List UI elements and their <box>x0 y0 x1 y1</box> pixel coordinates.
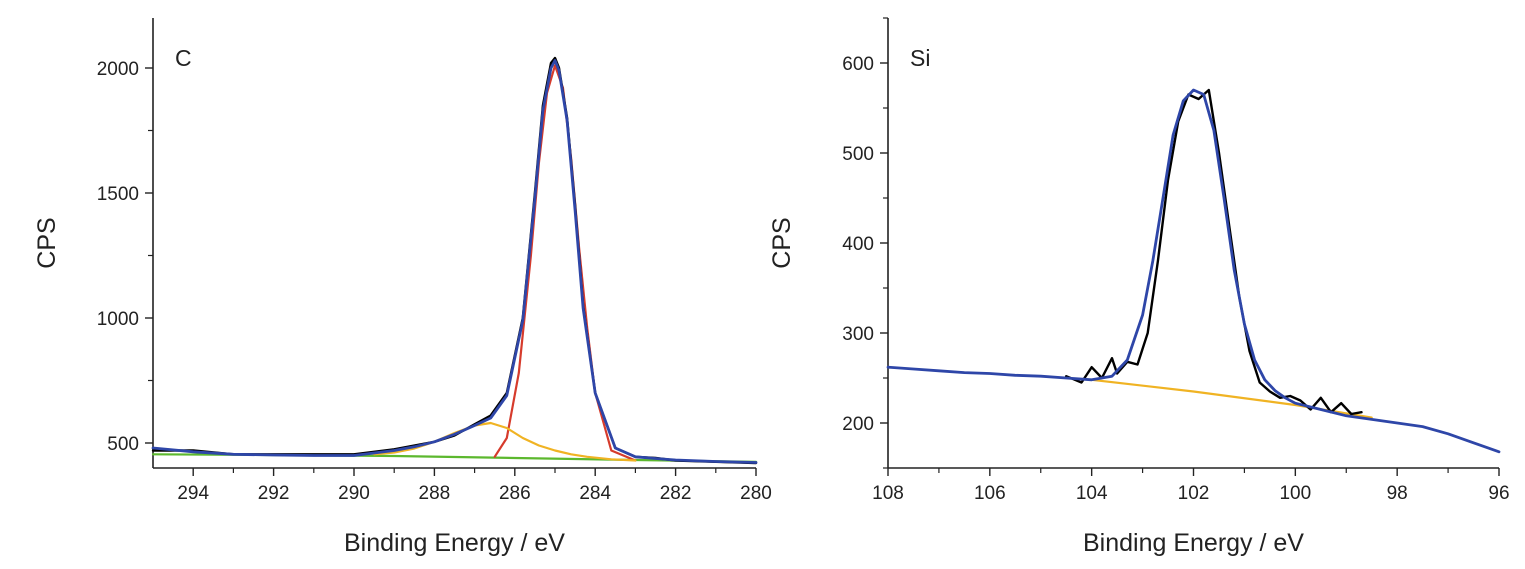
x-tick-label: 96 <box>1488 483 1509 504</box>
panel-label: C <box>175 45 192 71</box>
x-tick-label: 288 <box>419 483 451 504</box>
panel-label: Si <box>910 45 930 71</box>
y-tick-label: 2000 <box>97 59 139 80</box>
x-tick-label: 100 <box>1279 483 1311 504</box>
y-axis-label: CPS <box>768 217 796 268</box>
series-line-component-peak <box>493 64 637 462</box>
series-line-fit-envelope <box>886 88 1501 454</box>
x-tick-label: 106 <box>974 483 1006 504</box>
series-line-measured <box>151 56 758 465</box>
x-tick-label: 108 <box>872 483 904 504</box>
x-tick-label: 104 <box>1076 483 1108 504</box>
y-tick-label: 1500 <box>97 184 139 205</box>
x-tick-label: 282 <box>660 483 692 504</box>
x-axis-label: Binding Energy / eV <box>344 529 565 557</box>
x-axis-label: Binding Energy / eV <box>1083 529 1304 557</box>
y-tick-label: 500 <box>842 144 874 165</box>
y-tick-label: 200 <box>842 414 874 435</box>
x-tick-label: 290 <box>338 483 370 504</box>
x-tick-label: 284 <box>579 483 611 504</box>
y-axis-label: CPS <box>33 217 61 268</box>
x-tick-label: 286 <box>499 483 531 504</box>
x-tick-label: 292 <box>258 483 290 504</box>
series-line-fit-envelope <box>151 59 758 464</box>
x-tick-label: 98 <box>1387 483 1408 504</box>
panel-0: 294 292 290 288 286 284 282 280 500 1000 1500 2000 B… <box>33 18 772 557</box>
y-tick-label: 300 <box>842 324 874 345</box>
y-tick-label: 400 <box>842 234 874 255</box>
y-tick-label: 1000 <box>97 309 139 330</box>
x-tick-label: 294 <box>177 483 209 504</box>
x-tick-label: 280 <box>740 483 772 504</box>
x-tick-label: 102 <box>1178 483 1210 504</box>
y-tick-label: 600 <box>842 54 874 75</box>
panel-1: 108 106 104 102 100 98 96 200 300 400 500 600 Bindin… <box>768 17 1510 557</box>
y-tick-label: 500 <box>107 434 139 455</box>
